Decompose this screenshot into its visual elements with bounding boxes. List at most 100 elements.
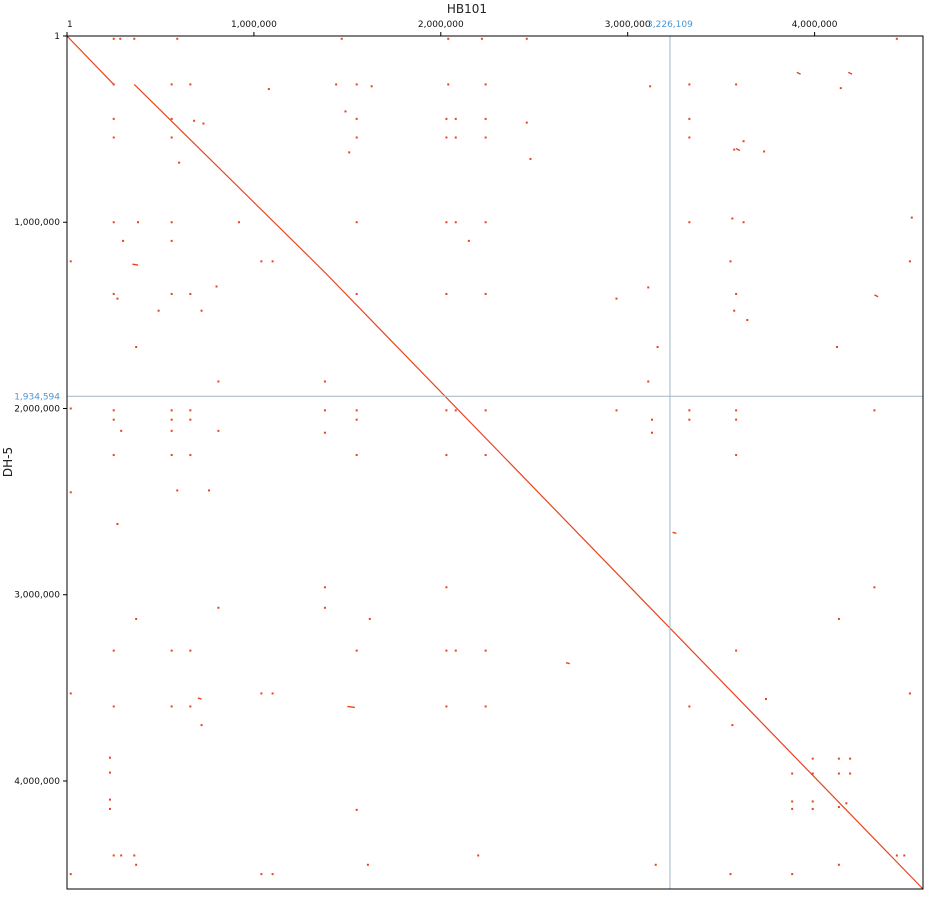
match-segment [874,294,879,298]
match-point [176,489,179,492]
match-point [200,309,203,312]
match-point [791,772,794,775]
match-point [112,83,115,86]
match-point [122,239,125,242]
match-point [873,409,876,412]
match-point [112,454,115,457]
match-point [735,292,738,295]
match-point [135,863,138,866]
match-point [170,429,173,432]
match-segment [672,531,677,534]
match-point [484,83,487,86]
match-point [267,88,270,91]
x-axis-ticks: 1 1,000,000 2,000,000 3,000,000 4,000,000 [66,20,838,36]
match-point [170,83,173,86]
match-point [133,37,136,40]
match-point [355,808,358,811]
match-point [189,454,192,457]
match-point [260,873,263,876]
match-point [200,724,203,727]
match-point [837,772,840,775]
match-point [445,292,448,295]
match-point [484,292,487,295]
match-point [112,136,115,139]
y-tick-label: 4,000,000 [14,777,60,787]
match-point [688,705,691,708]
match-point [765,698,768,701]
match-point [170,409,173,412]
match-point [837,617,840,620]
match-point [529,157,532,160]
match-point [811,807,814,810]
match-point [116,297,119,300]
y-tick-label: 2,000,000 [14,404,60,414]
x-tick-label: 1,000,000 [231,20,277,30]
match-point [323,586,326,589]
match-point [170,117,173,120]
match-point [729,873,732,876]
match-point [746,319,749,322]
match-point [215,285,218,288]
match-point [791,800,794,803]
diagonal-match-segment [328,275,924,890]
match-point [477,854,480,857]
match-point [69,407,72,410]
match-point [849,757,852,760]
match-point [811,757,814,760]
match-point [260,260,263,263]
match-point [355,418,358,421]
x-tick-label: 4,000,000 [792,20,838,30]
match-point [112,854,115,857]
match-point [445,221,448,224]
match-marks [66,35,924,890]
match-point [735,83,738,86]
match-point [69,873,72,876]
match-point [908,692,911,695]
match-point [170,136,173,139]
match-point [837,806,840,809]
match-point [237,221,240,224]
match-point [484,649,487,652]
match-segment [735,148,741,152]
match-point [355,83,358,86]
match-point [170,418,173,421]
diagonal-match-segment [66,35,115,85]
match-point [467,239,470,242]
match-point [170,649,173,652]
match-point [120,854,123,857]
match-point [335,83,338,86]
match-point [445,454,448,457]
match-point [135,617,138,620]
x-tick-label: 3,000,000 [605,20,651,30]
match-point [763,150,766,153]
match-point [615,297,618,300]
match-point [454,649,457,652]
match-point [650,418,653,421]
match-point [735,418,738,421]
match-segment [347,705,355,709]
match-point [484,136,487,139]
y-tick-label: 1,000,000 [14,218,60,228]
match-point [135,346,138,349]
match-point [480,37,483,40]
match-point [355,454,358,457]
match-point [445,409,448,412]
match-point [112,649,115,652]
match-point [656,346,659,349]
match-point [688,83,691,86]
match-point [112,221,115,224]
cursor-y-label: 1,934,594 [14,392,60,402]
match-point [649,85,652,88]
match-point [525,121,528,124]
match-point [271,873,274,876]
match-point [170,292,173,295]
match-point [217,606,220,609]
match-point [845,802,848,805]
match-point [189,409,192,412]
match-segment [197,697,202,700]
match-point [170,705,173,708]
match-point [454,221,457,224]
plot-area[interactable] [66,35,924,890]
match-point [176,37,179,40]
